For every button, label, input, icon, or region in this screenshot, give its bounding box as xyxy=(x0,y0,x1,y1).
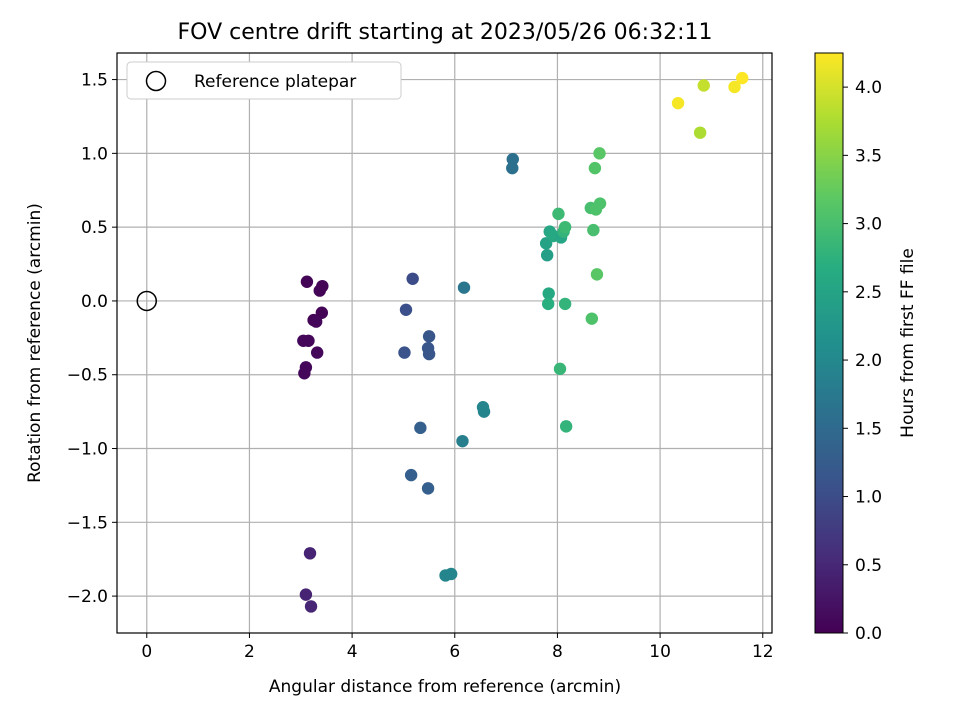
data-point xyxy=(444,567,458,581)
data-point xyxy=(309,315,323,328)
colorbar-tick-label: 2.5 xyxy=(855,283,882,303)
y-tick-label: 1.5 xyxy=(81,71,108,91)
plot-frame xyxy=(116,52,773,634)
data-point xyxy=(587,223,600,237)
data-point xyxy=(421,482,435,495)
data-point xyxy=(310,346,324,359)
y-tick-label: −0.5 xyxy=(67,366,108,386)
data-point xyxy=(422,330,436,343)
chart-title: FOV centre drift starting at 2023/05/26 … xyxy=(178,20,713,45)
legend-marker-reference xyxy=(145,70,167,92)
data-point xyxy=(542,287,555,300)
x-tick-label: 6 xyxy=(449,642,460,662)
x-tick-label: 0 xyxy=(141,642,152,662)
data-point xyxy=(728,80,741,94)
data-point xyxy=(540,248,554,262)
data-point xyxy=(506,153,519,166)
y-tick-label: −2.0 xyxy=(67,587,108,607)
data-point xyxy=(404,468,418,482)
y-tick-label: 1.0 xyxy=(81,144,108,164)
legend-box xyxy=(126,61,402,100)
data-point xyxy=(299,588,313,601)
y-axis-ticks: −2.0 −1.5 −1.0 −0.5 0.0 0.5 1.0 1.5 xyxy=(67,71,117,607)
y-tick-label: −1.5 xyxy=(67,513,108,533)
data-point xyxy=(300,275,314,288)
colorbar-tick-label: 1.5 xyxy=(855,419,882,439)
data-point xyxy=(585,312,599,325)
data-point xyxy=(671,96,685,110)
x-tick-label: 4 xyxy=(347,642,358,662)
data-point xyxy=(297,334,310,347)
data-point xyxy=(506,161,519,175)
colorbar-tick-label: 4.0 xyxy=(855,78,882,98)
reference-marker-group xyxy=(136,290,158,312)
data-point xyxy=(457,281,471,294)
colorbar-tick-label: 3.5 xyxy=(855,146,882,166)
data-point xyxy=(414,421,427,435)
data-point xyxy=(422,347,436,361)
y-axis-label: Rotation from reference (arcmin) xyxy=(25,203,45,483)
colorbar-label: Hours from first FF file xyxy=(898,248,918,438)
x-axis-label: Angular distance from reference (arcmin) xyxy=(269,677,621,697)
data-points xyxy=(297,71,749,613)
data-point xyxy=(541,297,555,311)
grid xyxy=(117,53,772,633)
colorbar-tick-label: 1.0 xyxy=(855,488,882,508)
data-point xyxy=(590,268,604,281)
data-point xyxy=(477,405,491,418)
data-point xyxy=(588,161,602,175)
y-tick-label: 0.0 xyxy=(81,292,108,312)
data-point xyxy=(552,207,565,221)
x-tick-label: 12 xyxy=(752,642,774,662)
data-point xyxy=(736,71,749,85)
data-point xyxy=(406,272,419,286)
data-point xyxy=(693,126,707,139)
legend: Reference platepar xyxy=(126,61,402,100)
colorbar-ticks: 0.0 0.5 1.0 1.5 2.0 2.5 3.0 3.5 4.0 xyxy=(843,78,882,644)
colorbar-tick-label: 3.0 xyxy=(855,215,882,235)
data-point xyxy=(558,220,572,234)
x-tick-label: 2 xyxy=(244,642,255,662)
data-point xyxy=(558,297,572,311)
y-tick-label: −1.0 xyxy=(67,440,108,460)
data-point xyxy=(304,600,318,613)
colorbar-tick-label: 2.0 xyxy=(855,351,882,371)
data-point xyxy=(313,284,326,297)
reference-marker xyxy=(136,290,158,312)
y-tick-label: 0.5 xyxy=(81,218,108,238)
colorbar xyxy=(814,52,844,634)
data-point xyxy=(593,197,607,210)
data-point xyxy=(303,547,317,560)
data-point xyxy=(315,306,329,319)
legend-label-reference: Reference platepar xyxy=(194,72,356,92)
data-point xyxy=(398,346,411,359)
data-point xyxy=(298,367,311,380)
colorbar-tick-label: 0.0 xyxy=(855,624,882,644)
x-tick-label: 10 xyxy=(649,642,671,662)
data-point xyxy=(559,420,573,433)
data-point xyxy=(697,79,710,92)
data-point xyxy=(553,362,567,376)
x-axis-ticks: 0 2 4 6 8 10 12 xyxy=(141,633,774,662)
data-point xyxy=(593,147,606,160)
x-tick-label: 8 xyxy=(552,642,563,662)
data-point xyxy=(456,434,469,448)
data-point xyxy=(399,303,413,316)
colorbar-tick-label: 0.5 xyxy=(855,556,882,576)
